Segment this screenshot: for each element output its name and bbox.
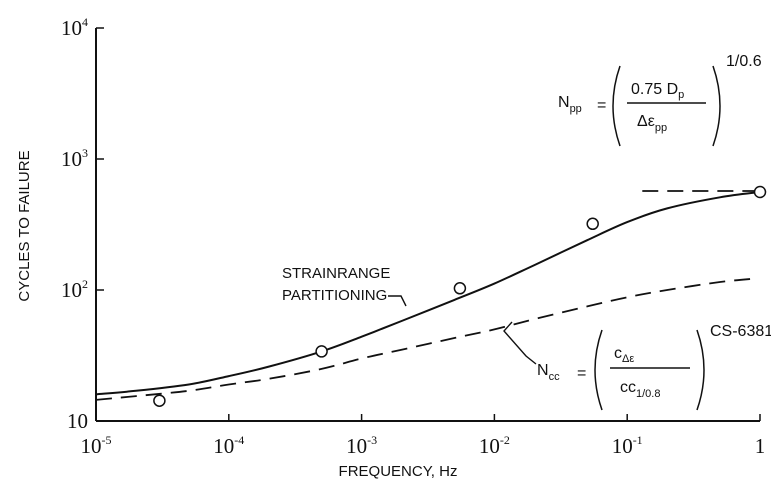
- y-tick-label-0: 10: [67, 409, 88, 433]
- x-tick-base-0: 10: [81, 434, 102, 458]
- srp-leader: [388, 295, 407, 307]
- x-tick-label-2: 10-3: [346, 433, 377, 458]
- data-point-3: [586, 217, 599, 231]
- x-tick-exp-1: -4: [234, 433, 244, 447]
- x-tick-exp-0: -5: [102, 433, 112, 447]
- y-tick-base-3: 10: [61, 16, 82, 40]
- y-tick-exp-2: 3: [82, 146, 88, 160]
- y-tick-label-1: 102: [61, 277, 88, 302]
- npp-equals: =: [597, 97, 606, 114]
- series-layer: [95, 185, 767, 407]
- x-tick-label-5: 1: [755, 434, 766, 458]
- ncc-leader: [503, 321, 537, 365]
- srp-label-line2: PARTITIONING: [282, 287, 387, 304]
- x-tick-base-3: 10: [479, 434, 500, 458]
- ncc-left-paren: [594, 329, 603, 411]
- x-tick-exp-3: -2: [500, 433, 510, 447]
- x-tick-exp-4: -1: [633, 433, 643, 447]
- data-point-0: [153, 394, 166, 407]
- x-tick-label-4: 10-1: [612, 433, 643, 458]
- y-tick-base-2: 10: [61, 147, 82, 171]
- y-tick-exp-1: 2: [82, 277, 88, 291]
- x-tick-label-1: 10-4: [213, 433, 244, 458]
- npp-left-paren: [612, 65, 621, 147]
- srp-label-line1: STRAINRANGE: [282, 265, 390, 282]
- y-axis-label: CYCLES TO FAILURE: [16, 150, 33, 301]
- y-tick-label-3: 104: [61, 15, 88, 40]
- x-tick-base-4: 10: [612, 434, 633, 458]
- x-tick-exp-2: -3: [367, 433, 377, 447]
- ncc-numerator: cΔε: [614, 345, 634, 365]
- ncc-denominator: cc1/0.8: [620, 379, 660, 400]
- data-point-1: [315, 345, 328, 358]
- x-axis-label: FREQUENCY, Hz: [339, 463, 458, 480]
- npp-numerator: 0.75 Dp: [631, 81, 684, 101]
- x-tick-label-3: 10-2: [479, 433, 510, 458]
- data-point-2: [453, 282, 467, 295]
- y-tick-base-0: 10: [67, 409, 88, 433]
- x-tick-base-1: 10: [213, 434, 234, 458]
- x-tick-base-2: 10: [346, 434, 367, 458]
- npp-exponent: 1/0.6: [726, 53, 762, 70]
- ncc-exponent: CS-63811: [710, 323, 771, 340]
- npp-equation: Npp = 0.75 Dp Δεpp 1/0.6: [558, 53, 762, 147]
- y-tick-label-2: 103: [61, 146, 88, 171]
- npp-right-paren: [712, 65, 721, 147]
- x-tick-label-0: 10-5: [81, 433, 112, 458]
- npp-lhs: Npp: [558, 94, 582, 115]
- ncc-dashed-curve: [95, 277, 754, 401]
- ncc-right-paren: [696, 329, 705, 411]
- x-tick-base-5: 1: [755, 434, 766, 458]
- ncc-equation: Ncc = cΔε cc1/0.8 CS-63811: [503, 321, 771, 411]
- y-tick-base-1: 10: [61, 278, 82, 302]
- y-tick-exp-3: 4: [82, 15, 88, 29]
- ncc-lhs: Ncc: [537, 362, 560, 383]
- npp-denominator: Δεpp: [637, 113, 667, 134]
- ncc-equals: =: [577, 365, 586, 382]
- strainrange-partitioning-curve: [95, 191, 761, 396]
- data-point-4: [753, 185, 767, 199]
